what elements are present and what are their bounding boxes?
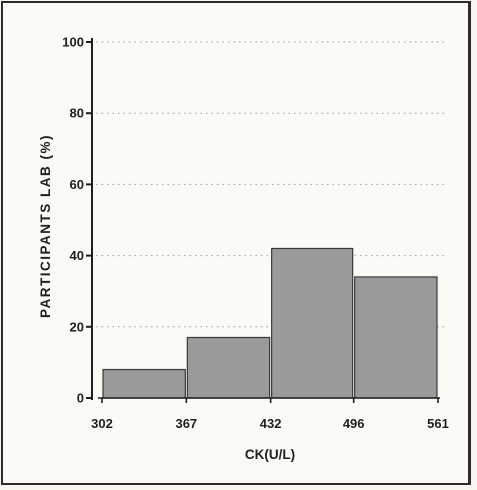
x-ticks: 302 367 432 496 561 xyxy=(91,397,449,431)
x-tick-label: 496 xyxy=(343,416,365,431)
y-axis-title: PARTICIPANTS LAB (%) xyxy=(38,134,53,318)
histogram-bar xyxy=(102,368,186,399)
histogram-bar xyxy=(186,336,271,399)
y-tick-label: 20 xyxy=(70,319,84,334)
bars xyxy=(102,247,438,399)
figure-frame xyxy=(1,1,471,485)
x-tick-label: 432 xyxy=(260,416,282,431)
y-ticks: 0 20 40 60 80 100 xyxy=(62,35,92,406)
histogram-bar xyxy=(354,276,438,399)
y-tick-label: 100 xyxy=(62,35,84,50)
histogram-bar xyxy=(271,247,354,399)
y-tick-label: 60 xyxy=(70,177,84,192)
y-tick-label: 0 xyxy=(77,391,84,406)
x-tick-label: 367 xyxy=(175,416,197,431)
x-tick-label: 302 xyxy=(91,416,113,431)
y-tick-label: 40 xyxy=(70,248,84,263)
y-tick-label: 80 xyxy=(70,106,84,121)
x-axis-title: CK(U/L) xyxy=(245,447,295,462)
x-tick-label: 561 xyxy=(427,416,449,431)
